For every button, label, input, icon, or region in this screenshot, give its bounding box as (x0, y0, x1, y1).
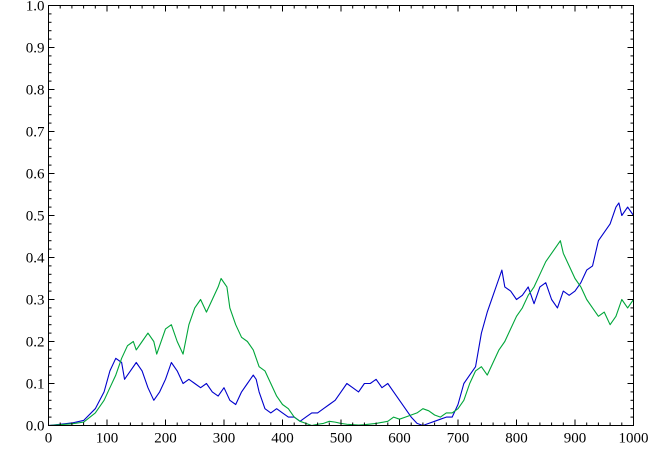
y-tick-label: 0.4 (26, 251, 45, 267)
x-tick-label: 800 (505, 431, 528, 447)
series-line-2 (48, 240, 634, 427)
x-tick-label: 500 (330, 431, 353, 447)
x-tick-label: 0 (45, 431, 53, 447)
y-tick-label: 0.2 (26, 335, 45, 351)
x-tick-label: 1000 (619, 431, 649, 447)
x-tick-label: 900 (564, 431, 587, 447)
x-tick-label: 700 (447, 431, 470, 447)
y-tick-label: 0.5 (26, 209, 45, 225)
x-tick-label: 100 (96, 431, 119, 447)
series-line-1 (48, 202, 634, 427)
y-tick-label: 0.6 (26, 167, 45, 183)
y-tick-label: 0.7 (26, 125, 45, 141)
y-tick-label: 0.3 (26, 293, 45, 309)
x-axis: 0 100 200 300 400 500 600 700 800 900 1000 (45, 5, 649, 447)
y-tick-label: 1.0 (26, 0, 45, 15)
x-tick-label: 200 (154, 431, 177, 447)
y-tick-label: 0.1 (26, 377, 45, 393)
x-tick-label: 600 (388, 431, 411, 447)
y-axis: 0.0 0.1 0.2 0.3 0.4 0.5 0.6 0.7 0.8 0.9 1.0 (26, 0, 634, 435)
x-tick-label: 400 (271, 431, 294, 447)
y-tick-label: 0.0 (26, 419, 45, 435)
y-tick-label: 0.8 (26, 83, 45, 99)
y-tick-label: 0.9 (26, 41, 45, 57)
x-tick-label: 300 (213, 431, 236, 447)
series-layer (48, 202, 634, 427)
